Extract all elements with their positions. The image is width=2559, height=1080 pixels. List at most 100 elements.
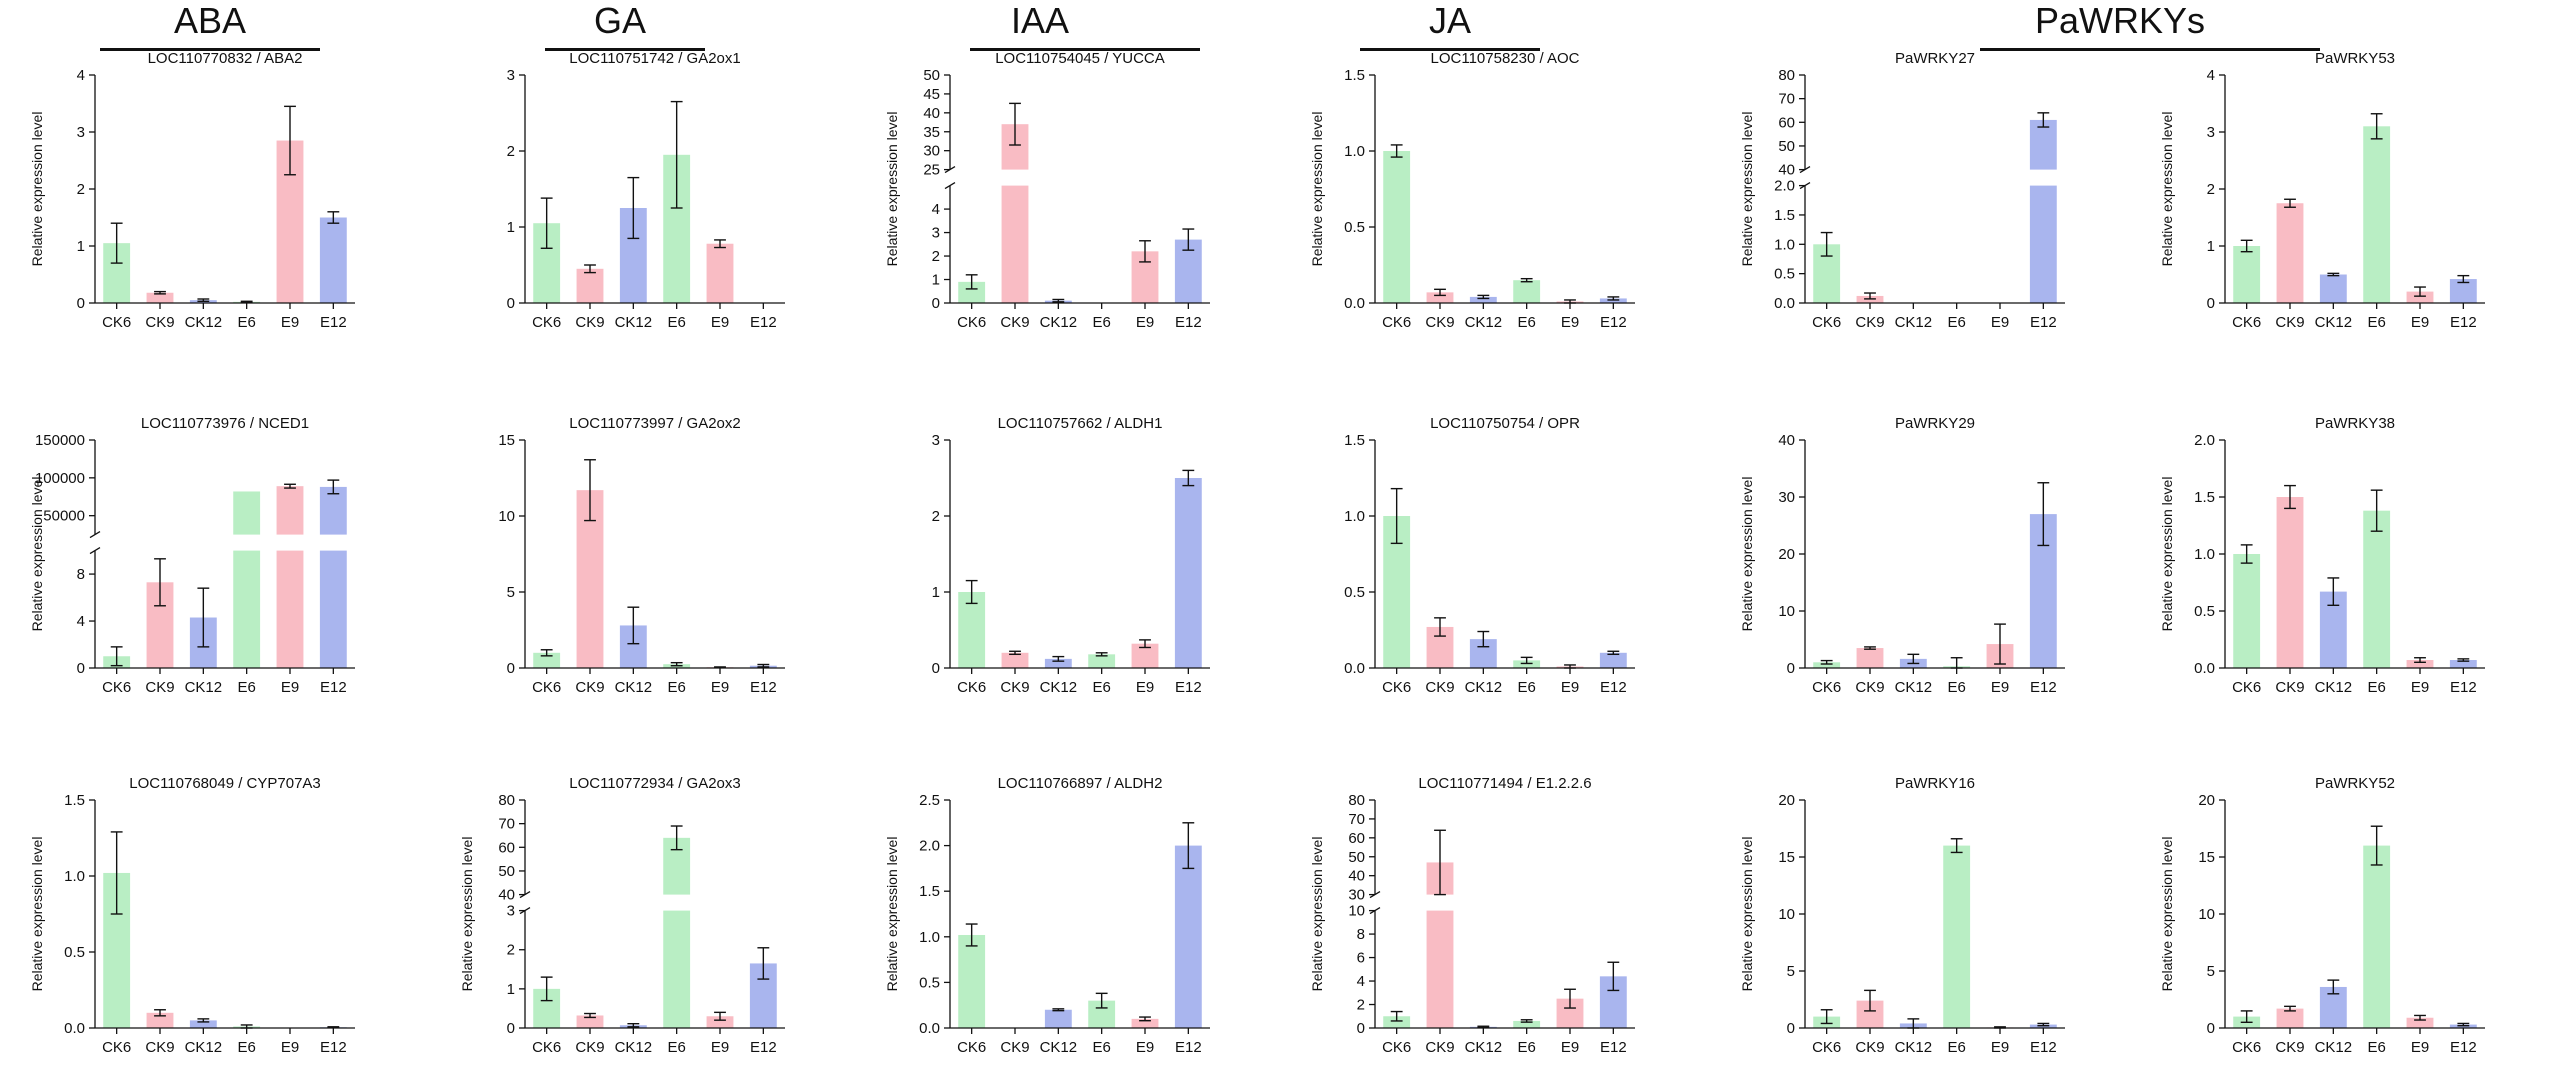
x-category-label: CK6 [957, 1039, 986, 1056]
bar-lower-segment [319, 550, 347, 668]
x-category-label: E12 [2030, 679, 2057, 696]
axis-break-mark [89, 531, 101, 539]
x-category-label: E9 [711, 1039, 729, 1056]
axis-break-mark [944, 166, 956, 174]
y-tick-label: 60 [1778, 114, 1795, 131]
y-tick-label: 5 [1787, 963, 1795, 980]
y-tick-label: 2 [2207, 181, 2215, 198]
chart-svg: LOC110770832 / ABA2 Relative expression l… [29, 50, 355, 331]
bar [146, 1012, 174, 1028]
chart-panel-e1226: LOC110771494 / E1.2.2.6 Relative expressi… [1280, 775, 1650, 1080]
x-category-label: CK12 [1040, 679, 1078, 696]
chart-svg: PaWRKY38 Relative expression level 0.0 0.5 1… [2159, 415, 2485, 696]
y-axis-label: Relative expression level [29, 477, 45, 632]
x-category-label: E9 [281, 314, 299, 331]
y-tick-label: 0.0 [2194, 660, 2215, 677]
bar [2363, 126, 2391, 303]
y-tick-label: 1 [932, 584, 940, 601]
bar-lower-segment [1001, 185, 1029, 303]
x-category-label: E12 [750, 314, 777, 331]
group-label-ja: JA [1428, 0, 1471, 41]
x-category-label: CK6 [957, 679, 986, 696]
x-category-label: CK9 [145, 1039, 174, 1056]
group-header-pawrkys: PaWRKYs [1830, 0, 2410, 60]
group-label-ga: GA [593, 0, 646, 41]
chart-panel-aoc: LOC110758230 / AOC Relative expression le… [1280, 50, 1650, 355]
x-category-label: CK9 [1855, 314, 1884, 331]
x-category-label: CK6 [102, 679, 131, 696]
x-category-label: CK9 [2275, 314, 2304, 331]
chart-panel-yucca: LOC110754045 / YUCCA Relative expression … [855, 50, 1225, 355]
y-tick-label: 1.5 [64, 792, 85, 809]
y-tick-label: 1 [932, 272, 940, 289]
bar [576, 1015, 604, 1028]
y-tick-label: 50 [1778, 138, 1795, 155]
y-tick-label: 25 [923, 162, 940, 179]
y-tick-label: 40 [1778, 162, 1795, 179]
bar [1856, 648, 1884, 668]
axis-break-mark [519, 891, 531, 899]
y-tick-label: 1.5 [2194, 489, 2215, 506]
bar [1513, 660, 1541, 668]
group-header-ga: GA [470, 0, 770, 60]
bar [1044, 658, 1072, 668]
x-category-label: E12 [1600, 679, 1627, 696]
group-label-aba: ABA [173, 0, 247, 41]
bar [2319, 274, 2347, 303]
y-tick-label: 3 [2207, 124, 2215, 141]
bar [2406, 291, 2434, 303]
chart-panel-ga2ox2: LOC110773997 / GA2ox2 0 5 10 15 CK6 CK9 CK12 E6 E… [430, 415, 800, 720]
x-category-label: E12 [320, 314, 347, 331]
bar [1943, 845, 1971, 1028]
bar [1044, 1009, 1072, 1028]
x-category-label: CK12 [185, 679, 223, 696]
y-tick-label: 1 [507, 981, 515, 998]
chart-title: LOC110754045 / YUCCA [995, 50, 1165, 67]
group-label-iaa: IAA [1010, 0, 1070, 41]
x-category-label: E9 [711, 679, 729, 696]
bar-upper-segment [276, 486, 304, 535]
y-tick-label: 0.5 [64, 944, 85, 961]
x-category-label: CK12 [1895, 1039, 1933, 1056]
x-category-label: E6 [1092, 314, 1110, 331]
y-tick-label: 1.5 [1344, 432, 1365, 449]
y-tick-label: 15 [498, 432, 515, 449]
bar [2449, 279, 2477, 303]
x-category-label: E12 [1600, 314, 1627, 331]
chart-title: PaWRKY38 [2315, 415, 2395, 432]
x-category-label: CK6 [1382, 314, 1411, 331]
y-tick-label: 30 [923, 143, 940, 160]
y-tick-label: 40 [923, 105, 940, 122]
y-tick-label: 50 [1348, 849, 1365, 866]
axis-break-mark [1369, 907, 1381, 915]
y-tick-label: 15 [1778, 849, 1795, 866]
chart-panel-aldh1: LOC110757662 / ALDH1 0 1 2 3 CK6 CK9 CK12 E6 E9 E1… [855, 415, 1225, 720]
x-category-label: E12 [2030, 314, 2057, 331]
chart-svg: PaWRKY27 Relative expression level 0.0 0.5 1… [1739, 50, 2065, 331]
x-category-label: E6 [1092, 679, 1110, 696]
x-category-label: CK6 [1382, 679, 1411, 696]
y-axis-label: Relative expression level [29, 837, 45, 992]
bar [706, 1016, 734, 1028]
chart-title: LOC110770832 / ABA2 [148, 50, 303, 67]
bar [576, 268, 604, 303]
y-tick-label: 10 [2198, 906, 2215, 923]
y-tick-label: 2 [507, 143, 515, 160]
y-tick-label: 4 [1357, 973, 1365, 990]
x-category-label: E6 [667, 679, 685, 696]
x-category-label: E9 [1136, 1039, 1154, 1056]
chart-title: PaWRKY16 [1895, 775, 1975, 792]
y-tick-label: 10 [498, 508, 515, 525]
y-tick-label: 1.5 [1774, 207, 1795, 224]
bar [2363, 845, 2391, 1028]
y-tick-label: 3 [77, 124, 85, 141]
x-category-label: E12 [750, 1039, 777, 1056]
y-tick-label: 1.0 [919, 929, 940, 946]
y-axis-label: Relative expression level [459, 837, 475, 992]
group-underline-ga [545, 48, 705, 51]
chart-panel-pawrky16: PaWRKY16 Relative expression level 0 5 10 15 2… [1710, 775, 2080, 1080]
y-tick-label: 8 [77, 566, 85, 583]
y-tick-label: 4 [2207, 67, 2215, 84]
y-tick-label: 0 [2207, 295, 2215, 312]
y-tick-label: 1.0 [64, 868, 85, 885]
